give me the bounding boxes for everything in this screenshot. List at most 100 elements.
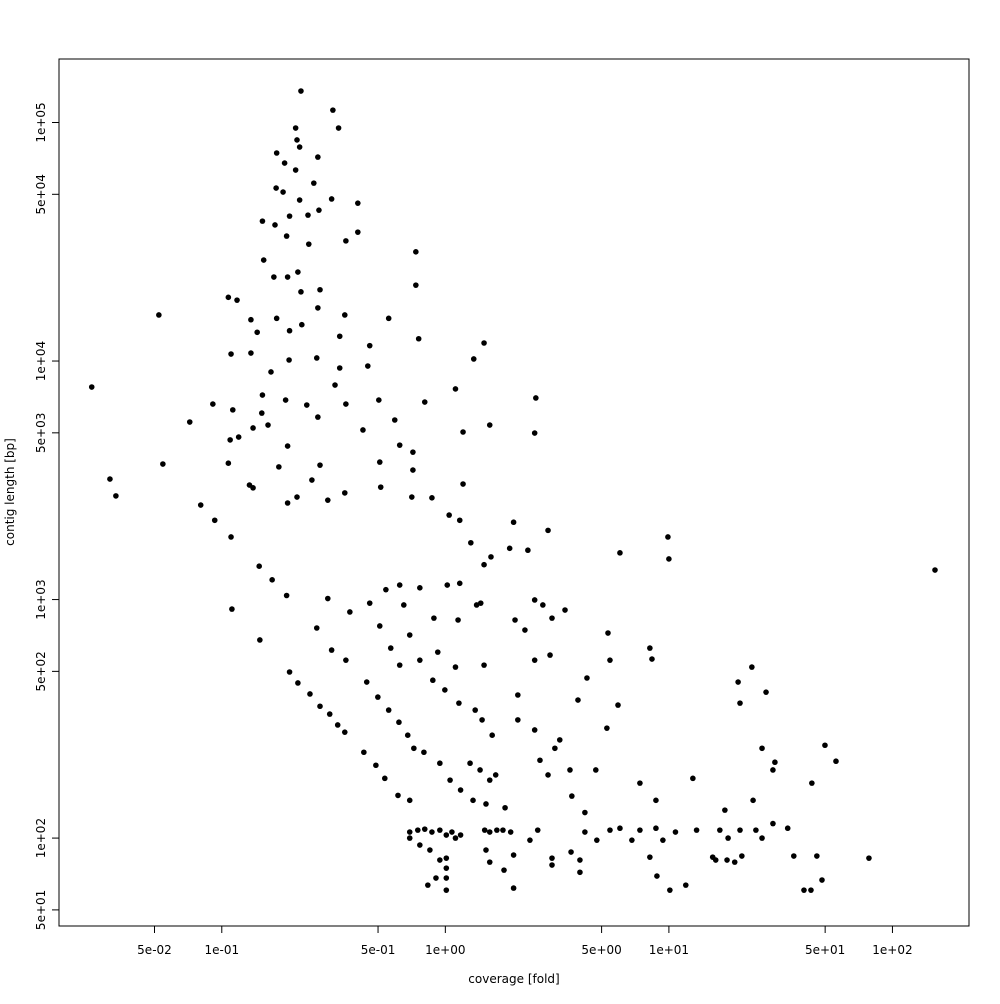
point	[735, 679, 741, 685]
point	[273, 150, 280, 156]
point	[488, 554, 494, 560]
point	[456, 700, 462, 706]
point	[437, 760, 443, 767]
point	[434, 649, 441, 655]
point	[296, 197, 303, 203]
point	[307, 691, 313, 697]
point	[296, 144, 303, 150]
point	[317, 286, 323, 293]
point	[770, 767, 776, 773]
point	[197, 502, 204, 508]
point	[156, 312, 162, 318]
point	[443, 855, 450, 861]
point	[396, 719, 402, 726]
point	[411, 745, 417, 752]
point	[479, 717, 485, 723]
point	[343, 238, 349, 244]
point	[324, 497, 331, 503]
point	[284, 500, 291, 506]
point	[547, 652, 553, 658]
point	[667, 887, 673, 893]
point	[107, 476, 113, 482]
point	[808, 887, 814, 893]
point	[282, 397, 289, 403]
point	[113, 493, 119, 499]
point	[690, 775, 696, 782]
point	[336, 333, 343, 340]
point	[355, 229, 361, 235]
point	[446, 512, 452, 518]
point	[292, 125, 299, 131]
point	[286, 669, 293, 675]
point	[259, 218, 266, 224]
point	[332, 382, 338, 388]
point	[501, 867, 507, 873]
point	[494, 827, 500, 833]
point	[500, 827, 506, 833]
point	[271, 274, 277, 280]
point	[577, 869, 583, 876]
point	[443, 887, 450, 893]
point	[527, 837, 533, 843]
point	[373, 762, 379, 769]
point	[753, 827, 759, 833]
point	[737, 700, 743, 706]
point	[385, 707, 392, 713]
point	[315, 305, 321, 311]
point	[341, 729, 348, 735]
point	[391, 417, 398, 423]
point	[739, 853, 745, 859]
point	[410, 449, 416, 455]
point	[286, 327, 293, 334]
point	[784, 825, 791, 832]
point	[305, 212, 311, 218]
y-axis-label: contig length [bp]	[3, 438, 17, 546]
point	[569, 793, 575, 799]
point	[335, 125, 342, 131]
point	[410, 467, 416, 473]
point	[250, 425, 256, 431]
point	[731, 859, 738, 865]
point	[531, 430, 538, 436]
point	[549, 862, 555, 868]
point	[866, 855, 872, 861]
point	[510, 852, 517, 858]
point	[406, 632, 413, 638]
point	[472, 707, 478, 713]
point	[328, 647, 335, 653]
point	[265, 422, 271, 428]
point	[483, 801, 489, 807]
point	[457, 832, 464, 838]
point	[531, 657, 538, 663]
point	[932, 567, 938, 573]
point	[442, 687, 448, 693]
point	[486, 777, 493, 783]
point	[228, 534, 234, 540]
point	[437, 827, 443, 833]
point	[486, 829, 493, 835]
point	[295, 680, 301, 686]
point	[421, 399, 428, 405]
point	[385, 315, 392, 322]
point	[617, 550, 623, 556]
point	[447, 777, 453, 783]
y-tick-label: 1e+03	[34, 579, 48, 619]
point	[401, 602, 407, 608]
point	[467, 760, 473, 767]
point	[276, 464, 282, 470]
point	[750, 797, 756, 804]
point	[660, 837, 666, 843]
point	[330, 107, 336, 113]
point	[341, 312, 348, 318]
point	[294, 494, 300, 500]
point	[582, 829, 588, 835]
x-tick-label: 1e-01	[204, 943, 239, 957]
point	[647, 854, 653, 860]
point	[427, 847, 433, 853]
y-tick-label: 1e+04	[34, 341, 48, 381]
point	[429, 829, 435, 835]
point	[395, 792, 401, 799]
point	[421, 826, 428, 832]
point	[311, 180, 317, 186]
